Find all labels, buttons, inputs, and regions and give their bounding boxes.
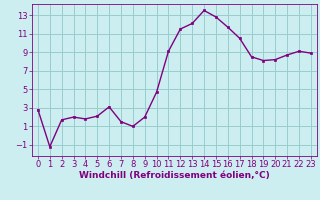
X-axis label: Windchill (Refroidissement éolien,°C): Windchill (Refroidissement éolien,°C) bbox=[79, 171, 270, 180]
